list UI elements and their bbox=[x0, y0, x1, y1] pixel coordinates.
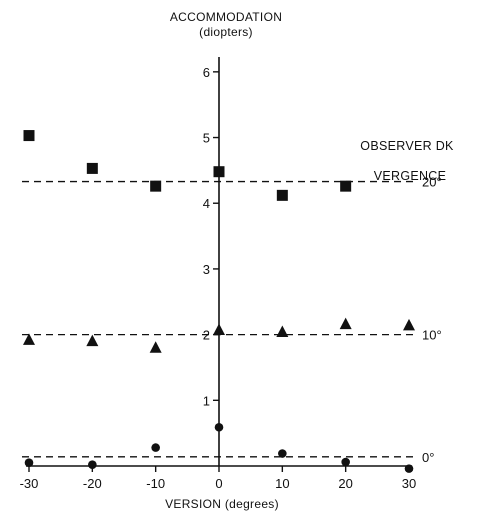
x-tick-label: 30 bbox=[402, 476, 416, 491]
circle-marker bbox=[24, 458, 34, 468]
reference-lines: 20° 10° 0° bbox=[22, 175, 442, 465]
vergence-label: 20° bbox=[422, 175, 442, 190]
x-tick-label: 10 bbox=[275, 476, 289, 491]
y-tick-label: 6 bbox=[203, 65, 210, 80]
square-marker bbox=[150, 180, 162, 192]
x-tick-label: 20 bbox=[338, 476, 352, 491]
triangle-marker bbox=[149, 341, 162, 353]
circle-marker bbox=[404, 464, 414, 473]
y-tick-label: 5 bbox=[203, 131, 210, 146]
axes bbox=[26, 57, 412, 467]
square-marker bbox=[213, 166, 225, 178]
y-axis-title: ACCOMMODATION bbox=[170, 10, 282, 24]
circle-marker bbox=[214, 422, 224, 432]
y-tick-label: 2 bbox=[203, 328, 210, 343]
triangle-marker bbox=[403, 318, 415, 331]
data-points bbox=[23, 130, 415, 473]
triangle-marker bbox=[339, 317, 352, 330]
circle-marker bbox=[278, 449, 287, 458]
square-marker bbox=[340, 180, 352, 192]
y-tick-label: 4 bbox=[203, 196, 210, 211]
vergence-label: 10° bbox=[422, 328, 442, 343]
x-tick-label: -10 bbox=[146, 476, 165, 491]
circle-marker bbox=[151, 443, 160, 452]
x-tick-label: -30 bbox=[20, 476, 39, 491]
triangle-marker bbox=[23, 333, 35, 345]
triangle-marker bbox=[276, 325, 289, 337]
vergence-label: 0° bbox=[422, 450, 434, 465]
circle-marker bbox=[88, 460, 97, 469]
x-tick-label: -20 bbox=[83, 476, 102, 491]
legend-observer: OBSERVER DK bbox=[360, 139, 454, 153]
y-axis-unit: (diopters) bbox=[199, 25, 253, 39]
axis-ticks: -30 -20 -10 0 10 20 30 1 2 3 4 5 6 bbox=[20, 65, 417, 491]
triangle-marker bbox=[86, 334, 99, 347]
square-marker bbox=[86, 162, 98, 174]
circle-marker bbox=[341, 457, 350, 467]
x-tick-label: 0 bbox=[215, 476, 222, 491]
triangle-marker bbox=[213, 323, 225, 336]
y-tick-label: 1 bbox=[203, 393, 210, 408]
x-axis-title: VERSION (degrees) bbox=[165, 497, 279, 511]
square-marker bbox=[23, 130, 35, 142]
square-marker bbox=[276, 189, 288, 201]
legend-vergence-title: VERGENCE bbox=[374, 169, 447, 183]
y-tick-label: 3 bbox=[203, 262, 210, 277]
